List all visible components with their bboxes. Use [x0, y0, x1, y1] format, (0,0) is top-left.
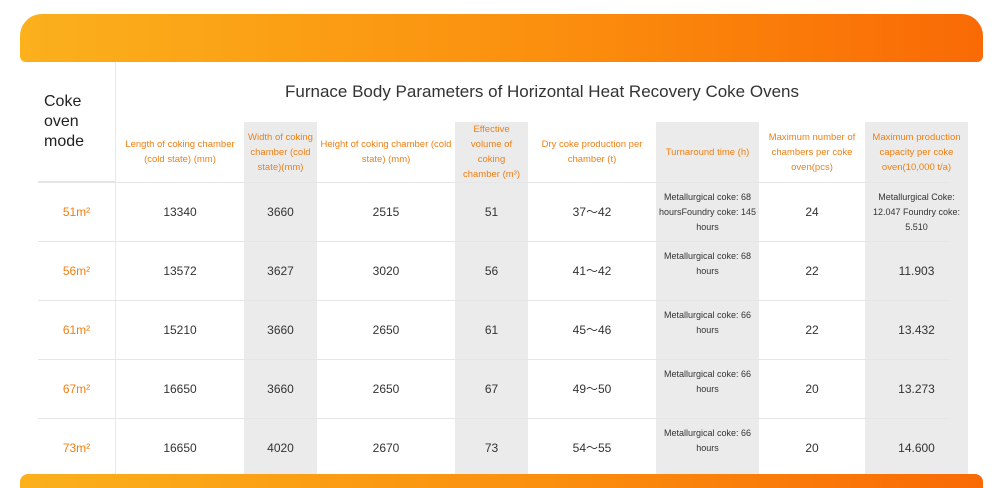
parameters-table: Coke oven mode Furnace Body Parameters o… [38, 62, 968, 478]
cell-height: 2650 [372, 381, 400, 396]
cell-volume: 51 [484, 204, 499, 219]
row-mode: 56m² [62, 263, 91, 278]
cell-volume: 61 [484, 322, 499, 337]
cell-length: 16650 [163, 381, 197, 396]
header-volume: Effective volume of coking chamber (m³) [462, 124, 520, 180]
cell-length: 16650 [163, 440, 197, 455]
cell-turnaround: Metallurgical coke: 68 hoursFoundry coke… [658, 192, 757, 232]
cell-width: 3660 [267, 322, 294, 337]
shaded-column-volume [455, 122, 528, 474]
cell-capacity: Metallurgical Coke: 12.047 Foundry coke:… [872, 192, 961, 232]
top-decorative-band [20, 14, 983, 62]
cell-height: 2670 [372, 440, 400, 455]
cell-width: 3660 [267, 381, 294, 396]
row-divider [38, 418, 950, 419]
header-width: Width of coking chamber (cold state)(mm) [248, 131, 313, 173]
cell-chambers: 24 [805, 204, 819, 219]
cell-production: 54～55 [572, 441, 612, 455]
header-chambers: Maximum number of chambers per coke oven… [768, 131, 856, 173]
cell-turnaround: Metallurgical coke: 66 hours [663, 428, 752, 453]
column-divider [115, 62, 116, 474]
cell-height: 3020 [372, 263, 400, 278]
shaded-column-capacity [865, 122, 968, 474]
shaded-column-turnaround [656, 122, 759, 474]
cell-width: 3627 [267, 263, 294, 278]
cell-length: 15210 [163, 322, 197, 337]
cell-volume: 67 [484, 381, 499, 396]
table-title: Furnace Body Parameters of Horizontal He… [284, 82, 799, 101]
coke-oven-mode-header: Coke oven mode [38, 62, 115, 182]
row-mode: 51m² [62, 204, 91, 219]
cell-turnaround: Metallurgical coke: 66 hours [663, 310, 752, 335]
row-divider [38, 300, 950, 301]
row-divider [38, 359, 950, 360]
cell-chambers: 22 [805, 263, 819, 278]
cell-production: 37～42 [572, 205, 612, 219]
header-capacity: Maximum production capacity per coke ove… [872, 131, 961, 173]
cell-production: 45～46 [572, 323, 612, 337]
cell-capacity: 11.903 [898, 263, 935, 278]
cell-capacity: 13.432 [898, 322, 935, 337]
cell-height: 2650 [372, 322, 400, 337]
header-height: Height of coking chamber (cold state) (m… [320, 139, 452, 165]
header-production: Dry coke production per chamber (t) [541, 139, 643, 165]
cell-volume: 73 [484, 440, 499, 455]
cell-volume: 56 [484, 263, 499, 278]
row-divider [38, 241, 950, 242]
cell-chambers: 22 [805, 322, 819, 337]
cell-width: 3660 [267, 204, 294, 219]
cell-production: 41～42 [572, 264, 612, 278]
header-divider [38, 182, 950, 183]
cell-width: 4020 [267, 440, 294, 455]
header-length: Length of coking chamber (cold state) (m… [125, 139, 235, 165]
cell-production: 49～50 [572, 382, 612, 396]
cell-length: 13340 [163, 204, 197, 219]
row-mode: 73m² [62, 440, 91, 455]
cell-turnaround: Metallurgical coke: 66 hours [663, 369, 752, 394]
cell-capacity: 14.600 [898, 440, 935, 455]
cell-chambers: 20 [805, 381, 819, 396]
bottom-decorative-band [20, 474, 983, 488]
cell-length: 13572 [163, 263, 197, 278]
cell-height: 2515 [372, 204, 400, 219]
row-mode: 61m² [62, 322, 91, 337]
shaded-column-width [244, 122, 317, 474]
cell-capacity: 13.273 [898, 381, 935, 396]
cell-turnaround: Metallurgical coke: 68 hours [663, 251, 752, 276]
cell-chambers: 20 [805, 440, 819, 455]
row-mode: 67m² [62, 381, 91, 396]
header-turnaround: Turnaround time (h) [665, 146, 750, 158]
